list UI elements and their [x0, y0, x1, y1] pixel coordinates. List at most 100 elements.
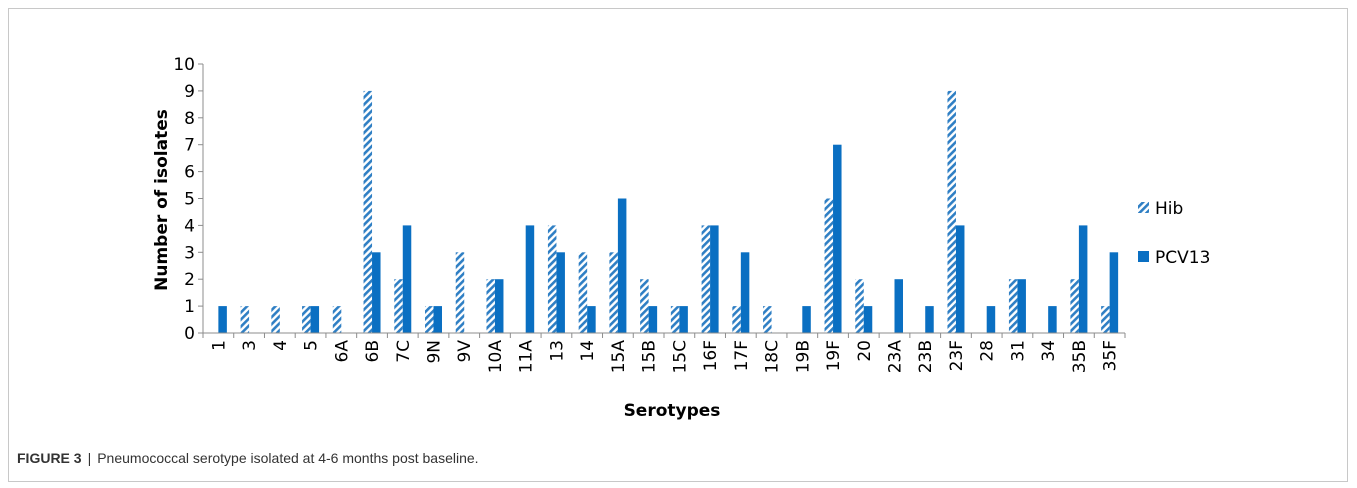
bar-hib-35f: [1101, 306, 1110, 333]
y-axis-title: Number of isolates: [152, 109, 172, 291]
y-tick-label: 6: [184, 163, 195, 183]
bar-hib-7c: [394, 279, 403, 333]
bar-hib-3: [240, 306, 250, 333]
bar-hib-10a: [486, 279, 495, 333]
bar-pcv13-16f: [710, 225, 719, 333]
y-tick-label: 8: [184, 109, 195, 129]
bar-pcv13-35b: [1078, 225, 1088, 333]
bar-pcv13-11a: [525, 225, 535, 333]
bar-hib-15c: [670, 306, 680, 333]
bar-pcv13-5: [310, 306, 320, 333]
bar-hib-13: [547, 225, 557, 333]
x-tick-label: 20: [855, 340, 875, 362]
x-tick-label: 9N: [425, 340, 445, 364]
x-tick-label: 3: [240, 340, 260, 351]
bar-hib-16f: [701, 225, 711, 333]
bar-pcv13-35f: [1109, 252, 1119, 333]
y-tick-label: 2: [184, 270, 195, 290]
bar-pcv13-34: [1048, 306, 1057, 333]
bar-hib-31: [1008, 279, 1018, 333]
legend: Hib PCV13: [1138, 199, 1210, 268]
y-tick-label: 10: [173, 55, 195, 75]
x-axis-title: Serotypes: [624, 401, 721, 421]
bar-hib-17f: [732, 306, 741, 333]
x-tick-label: 11A: [517, 340, 537, 374]
x-tick-label: 28: [978, 340, 998, 362]
bar-pcv13-23a: [894, 279, 903, 333]
x-tick-label: 6B: [363, 340, 383, 362]
x-tick-label: 19F: [824, 340, 844, 371]
y-tick-label: 1: [184, 297, 195, 317]
x-tick-label: 5: [302, 340, 322, 351]
x-tick-label: 18C: [763, 340, 783, 374]
legend-label-pcv13: PCV13: [1155, 248, 1210, 268]
x-tick-label: 23B: [916, 340, 936, 373]
bar-pcv13-31: [1017, 279, 1026, 333]
bar-pcv13-23b: [925, 306, 934, 333]
bar-pcv13-28: [986, 306, 996, 333]
bar-hib-5: [302, 306, 311, 333]
bar-pcv13-15b: [648, 306, 658, 333]
x-tick-label: 17F: [732, 340, 752, 371]
x-tick-label: 4: [271, 340, 291, 351]
y-axis-ticks: 0 1 2 3 4 5 6 7 8 9 10: [173, 55, 203, 344]
bar-pcv13-1: [218, 306, 227, 333]
bar-pcv13-7c: [402, 225, 412, 333]
x-tick-label: 1: [209, 340, 229, 351]
x-tick-label: 13: [547, 340, 567, 362]
y-tick-label: 3: [184, 243, 195, 263]
bars-group: [218, 90, 1119, 334]
y-tick-label: 9: [184, 82, 195, 102]
bar-pcv13-10a: [494, 279, 504, 333]
bar-pcv13-20: [863, 306, 873, 333]
x-tick-label: 19B: [793, 340, 813, 373]
figure-caption: FIGURE 3 | Pneumococcal serotype isolated …: [17, 450, 479, 466]
legend-swatch-hib: [1138, 202, 1149, 213]
x-tick-label: 35B: [1070, 340, 1090, 373]
x-tick-label: 23A: [886, 340, 906, 374]
legend-label-hib: Hib: [1155, 199, 1183, 219]
bar-pcv13-19b: [802, 306, 811, 333]
x-tick-label: 23F: [947, 340, 967, 371]
bar-pcv13-23f: [955, 225, 965, 333]
bar-pcv13-19f: [833, 144, 842, 333]
x-tick-label: 9V: [455, 340, 475, 363]
legend-swatch-pcv13: [1138, 251, 1149, 262]
x-tick-label: 15C: [670, 340, 690, 374]
bar-hib-20: [855, 279, 864, 333]
x-tick-label: 35F: [1101, 340, 1121, 371]
bar-pcv13-6b: [372, 252, 381, 333]
x-axis-ticks: 1 3 4 5 6A 6B 7C 9N 9V 10A 11A 13 14 15A 15B 15C 16F 17F 1…: [202, 333, 1126, 374]
caption-text: Pneumococcal serotype isolated at 4-6 mo…: [97, 450, 479, 466]
x-tick-label: 7C: [394, 340, 414, 363]
bar-hib-18c: [763, 306, 772, 333]
bar-hib-9v: [455, 252, 465, 333]
y-tick-label: 4: [184, 216, 195, 236]
x-tick-label: 15B: [640, 340, 660, 373]
x-tick-label: 14: [578, 340, 598, 362]
bar-hib-19f: [824, 198, 834, 333]
bar-hib-6b: [363, 90, 373, 334]
bar-pcv13-17f: [740, 252, 750, 333]
bar-hib-14: [578, 252, 588, 333]
x-tick-label: 34: [1039, 340, 1059, 362]
bar-pcv13-14: [587, 306, 596, 333]
x-tick-label: 6A: [332, 340, 352, 363]
bar-hib-4: [271, 306, 280, 333]
y-tick-label: 0: [184, 324, 195, 344]
bar-hib-15b: [640, 279, 649, 333]
x-tick-label: 31: [1008, 340, 1028, 362]
y-tick-label: 7: [184, 136, 195, 156]
bar-hib-15a: [609, 252, 618, 333]
bar-hib-9n: [425, 306, 434, 333]
caption-separator: |: [87, 450, 92, 466]
figure-frame: [8, 8, 1348, 482]
bar-hib-23f: [947, 90, 956, 334]
bar-hib-35b: [1070, 279, 1079, 333]
bar-pcv13-15a: [617, 198, 627, 333]
y-tick-label: 5: [184, 190, 195, 210]
bar-pcv13-15c: [679, 306, 688, 333]
bar-pcv13-13: [556, 252, 565, 333]
x-tick-label: 15A: [609, 340, 629, 374]
